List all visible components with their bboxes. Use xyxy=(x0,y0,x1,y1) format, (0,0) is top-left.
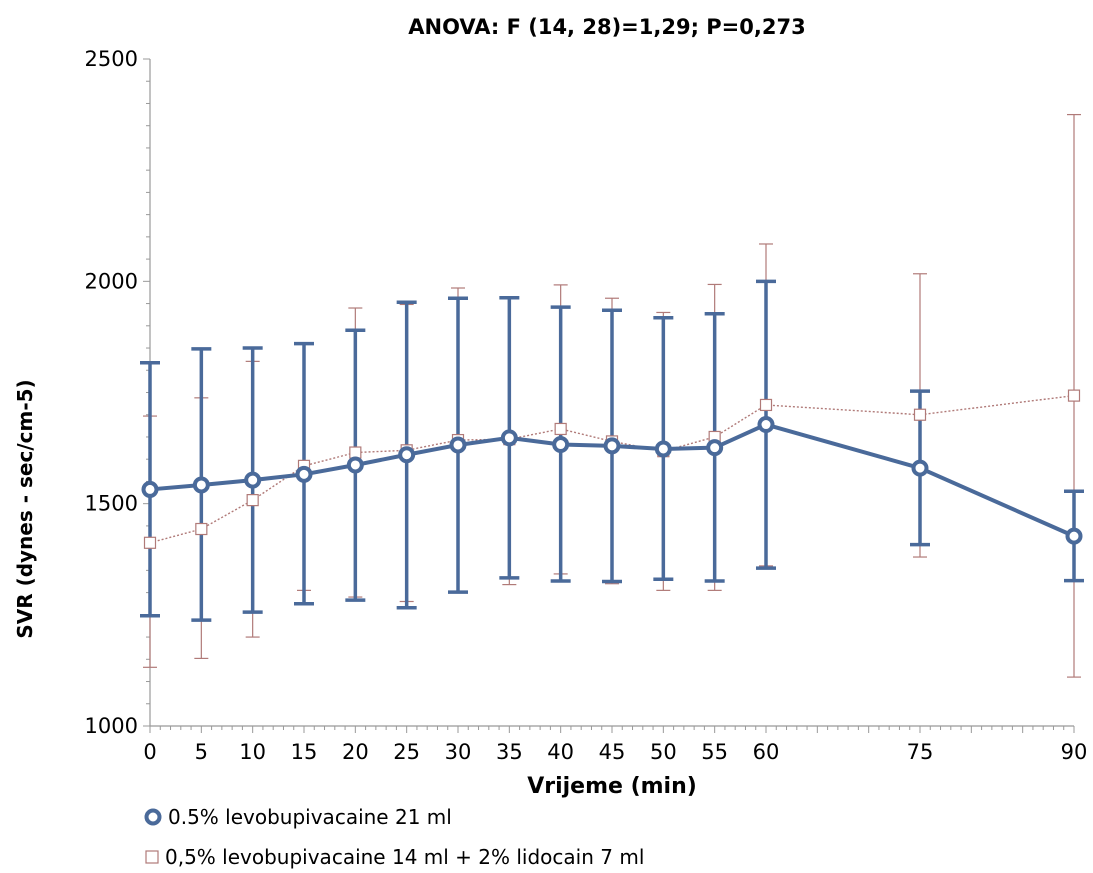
data-point-series-2 xyxy=(143,536,157,549)
legend-marker-series-2 xyxy=(145,850,159,864)
x-tick-label: 0 xyxy=(143,740,156,764)
data-point-series-2 xyxy=(913,408,927,421)
y-tick-label: 1000 xyxy=(85,714,138,738)
data-point-series-1 xyxy=(398,446,416,464)
data-point-series-1 xyxy=(449,436,467,454)
x-tick-label: 40 xyxy=(547,740,574,764)
data-point-series-1 xyxy=(244,471,262,489)
data-point-series-2 xyxy=(349,446,362,459)
x-tick-label: 50 xyxy=(650,740,677,764)
data-point-series-1 xyxy=(192,476,210,494)
data-point-series-1 xyxy=(603,437,621,455)
x-tick-label: 5 xyxy=(195,740,208,764)
data-point-series-1 xyxy=(500,429,518,447)
legend-marker-series-1 xyxy=(144,808,162,826)
y-tick-label: 2500 xyxy=(85,47,138,71)
x-tick-label: 45 xyxy=(599,740,626,764)
data-point-series-1 xyxy=(654,440,672,458)
data-point-series-2 xyxy=(1067,389,1081,402)
legend-label-series-2: 0,5% levobupivacaine 14 ml + 2% lidocain… xyxy=(165,845,644,869)
x-tick-label: 15 xyxy=(291,740,318,764)
x-tick-label: 60 xyxy=(753,740,780,764)
data-point-series-2 xyxy=(554,422,567,436)
data-point-series-1 xyxy=(757,416,775,434)
data-point-series-1 xyxy=(295,465,313,483)
data-point-series-2 xyxy=(759,398,773,412)
legend-label-series-1: 0.5% levobupivacaine 21 ml xyxy=(168,805,452,829)
data-point-series-1 xyxy=(1065,527,1083,545)
data-point-series-1 xyxy=(141,480,159,498)
x-tick-label: 10 xyxy=(239,740,266,764)
data-point-series-1 xyxy=(346,456,364,474)
x-tick-label: 55 xyxy=(701,740,728,764)
data-point-series-2 xyxy=(195,522,208,536)
x-tick-label: 35 xyxy=(496,740,523,764)
series-markers xyxy=(141,389,1083,549)
data-point-series-2 xyxy=(246,494,259,507)
chart-title: ANOVA: F (14, 28)=1,29; P=0,273 xyxy=(408,15,805,39)
x-tick-label: 20 xyxy=(342,740,369,764)
x-tick-label: 90 xyxy=(1061,740,1088,764)
x-axis-label: Vrijeme (min) xyxy=(527,774,697,799)
x-tick-label: 30 xyxy=(445,740,472,764)
legend: 0.5% levobupivacaine 21 ml 0,5% levobupi… xyxy=(144,805,644,869)
x-tick-label: 25 xyxy=(393,740,420,764)
data-point-series-1 xyxy=(706,439,724,457)
y-tick-label: 2000 xyxy=(85,269,138,293)
data-point-series-1 xyxy=(911,459,929,477)
y-tick-label: 1500 xyxy=(85,492,138,516)
error-bars xyxy=(140,113,1084,678)
x-tick-label: 75 xyxy=(907,740,934,764)
y-axis-label: SVR (dynes - sec/cm-5) xyxy=(13,379,37,638)
data-point-series-1 xyxy=(552,436,570,454)
axes: 1000 1500 2000 2500 0 5 10 15 20 25 30 35 40 45 50 55 60… xyxy=(85,47,1088,764)
